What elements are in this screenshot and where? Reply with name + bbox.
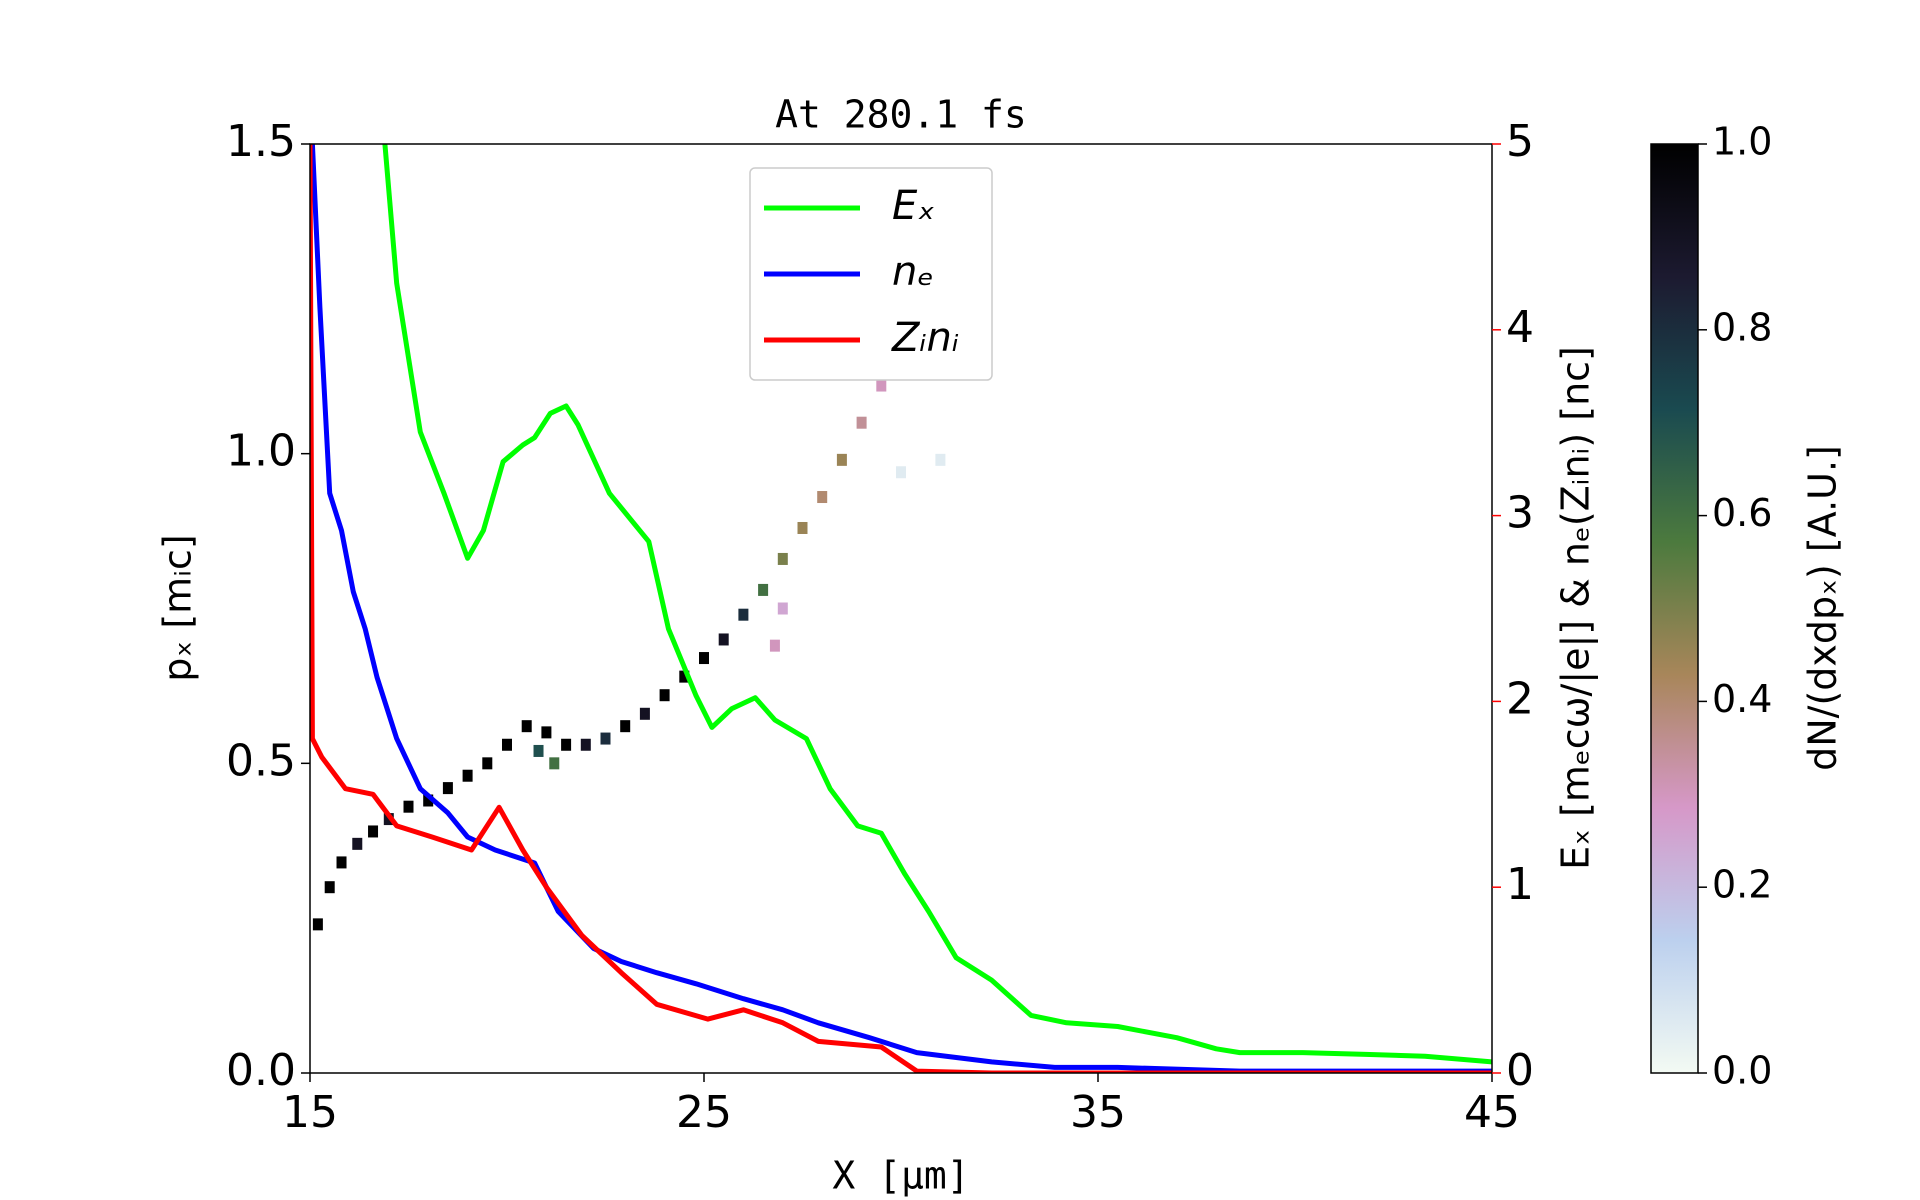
colorbar-tick-label: 0.8 bbox=[1712, 305, 1772, 349]
heatmap-cell bbox=[352, 837, 363, 850]
lines bbox=[310, 144, 1492, 1073]
heatmap-cell bbox=[699, 652, 709, 665]
colorbar-tick-label: 1.0 bbox=[1712, 120, 1772, 164]
heatmap-cell bbox=[336, 856, 347, 869]
y-axis-label: pₓ [mᵢc] bbox=[156, 534, 200, 681]
colorbar-tick-label: 0.0 bbox=[1712, 1049, 1772, 1093]
heatmap-cell bbox=[482, 757, 493, 770]
heatmap-cell bbox=[777, 602, 788, 615]
heatmap-cell bbox=[935, 453, 946, 466]
heatmap-cell bbox=[580, 738, 591, 751]
legend-box bbox=[749, 167, 993, 381]
heatmap-cell bbox=[403, 800, 414, 813]
heatmap-cell bbox=[502, 738, 512, 751]
heatmap-cell bbox=[541, 726, 552, 739]
series-line bbox=[382, 144, 1492, 1065]
x-axis-label: X [μm] bbox=[832, 1154, 969, 1198]
plot-frame bbox=[309, 143, 1493, 1074]
x-tick-label: 25 bbox=[676, 1087, 732, 1138]
heatmap-cell bbox=[659, 689, 670, 702]
chart-title: At 280.1 fs bbox=[775, 93, 1027, 137]
heatmap-cell bbox=[777, 552, 788, 565]
colorbar-tick-label: 0.6 bbox=[1712, 491, 1772, 535]
y-tick-label: 1.5 bbox=[226, 116, 296, 167]
colorbar-tick-label: 0.4 bbox=[1712, 677, 1772, 721]
heatmap-cell bbox=[620, 720, 631, 733]
heatmap-cell bbox=[561, 738, 572, 751]
y-tick-label: 1.0 bbox=[226, 426, 296, 477]
heatmap-cell bbox=[876, 379, 887, 392]
heatmap-cell bbox=[718, 633, 729, 646]
heatmap-cell bbox=[324, 881, 335, 894]
y2-tick-label: 3 bbox=[1506, 488, 1534, 539]
heatmap-cell bbox=[679, 670, 690, 683]
heatmap bbox=[312, 379, 946, 931]
heatmap-cell bbox=[896, 466, 906, 479]
heatmap-cell bbox=[549, 757, 560, 770]
y-tick-label: 0.5 bbox=[226, 735, 296, 786]
heatmap-cell bbox=[521, 720, 532, 733]
heatmap-cell bbox=[423, 794, 434, 807]
heatmap-cell bbox=[312, 918, 323, 931]
heatmap-cell bbox=[836, 453, 847, 466]
y2-tick-label: 1 bbox=[1506, 859, 1534, 910]
colorbar-tick-label: 0.2 bbox=[1712, 863, 1772, 907]
heatmap-cell bbox=[758, 583, 769, 596]
legend: Eₓ nₑ Zᵢnᵢ bbox=[749, 167, 993, 381]
legend-label: Eₓ bbox=[892, 183, 935, 229]
series-line bbox=[310, 144, 1492, 1073]
x-tick-label: 15 bbox=[282, 1087, 338, 1138]
legend-label: Zᵢnᵢ bbox=[891, 315, 959, 361]
colorbar bbox=[1650, 143, 1699, 1074]
heatmap-cell bbox=[797, 521, 808, 534]
y-tick-label: 0.0 bbox=[226, 1045, 296, 1096]
heatmap-cell bbox=[600, 732, 611, 745]
y2-tick-label: 5 bbox=[1506, 116, 1534, 167]
y2-axis-label: Eₓ [mₑcω/|e|] & nₑ(Zᵢnᵢ) [nᴄ] bbox=[1554, 346, 1599, 870]
x-tick-label: 45 bbox=[1464, 1087, 1520, 1138]
heatmap-cell bbox=[769, 639, 780, 652]
heatmap-cell bbox=[442, 782, 453, 795]
heatmap-cell bbox=[817, 491, 828, 504]
heatmap-cell bbox=[533, 744, 544, 757]
legend-label: nₑ bbox=[892, 249, 934, 295]
heatmap-cell bbox=[639, 707, 650, 720]
heatmap-cell bbox=[368, 825, 379, 838]
heatmap-cell bbox=[856, 416, 867, 429]
y2-tick-label: 2 bbox=[1506, 673, 1534, 724]
colorbar-label: dN/(dxdpₓ) [A.U.] bbox=[1801, 445, 1845, 771]
x-tick-label: 35 bbox=[1070, 1087, 1126, 1138]
heatmap-cell bbox=[738, 608, 749, 621]
y2-tick-label: 4 bbox=[1506, 302, 1534, 353]
heatmap-cell bbox=[462, 769, 473, 782]
y2-tick-label: 0 bbox=[1506, 1045, 1534, 1096]
